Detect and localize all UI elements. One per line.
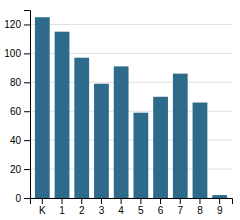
grid xyxy=(30,24,232,198)
bar xyxy=(173,74,188,198)
chart: 0 20 40 60 80 100 120 K 1 2 3 4 5 6 7 8 9 xyxy=(0,0,240,220)
x-tick-mark xyxy=(101,198,102,204)
y-tick-mark xyxy=(24,140,30,141)
x-tick-label: K xyxy=(39,205,46,216)
x-tick-label: 8 xyxy=(197,205,203,216)
y-tick: 120 xyxy=(4,19,30,30)
y-tick-mark xyxy=(24,111,30,112)
bar xyxy=(74,58,89,198)
y-tick: 60 xyxy=(10,106,30,117)
y-axis: 0 20 40 60 80 100 120 xyxy=(4,11,30,204)
x-tick-label: 6 xyxy=(158,205,164,216)
y-tick-mark xyxy=(24,169,30,170)
bar xyxy=(55,32,70,198)
x-tick-mark xyxy=(199,198,200,204)
y-tick: 40 xyxy=(10,135,30,146)
x-tick: 2 xyxy=(79,198,85,216)
x-tick: 1 xyxy=(59,198,65,216)
bars xyxy=(35,17,227,198)
y-tick-label: 100 xyxy=(4,48,21,59)
x-tick: 8 xyxy=(197,198,203,216)
x-tick-mark xyxy=(121,198,122,204)
bar xyxy=(212,195,227,198)
x-tick-label: 4 xyxy=(118,205,124,216)
y-tick-label: 120 xyxy=(4,19,21,30)
y-tick: 100 xyxy=(4,48,30,59)
bar xyxy=(94,84,109,198)
x-tick: 5 xyxy=(138,198,144,216)
bar xyxy=(35,17,50,198)
bar xyxy=(114,66,129,198)
x-tick-label: 2 xyxy=(79,205,85,216)
x-tick-mark xyxy=(180,198,181,204)
plot: 0 20 40 60 80 100 120 K 1 2 3 4 5 6 7 8 9 xyxy=(4,11,232,217)
x-tick-mark xyxy=(160,198,161,204)
y-tick-label: 0 xyxy=(15,193,21,204)
bar xyxy=(153,97,168,198)
x-tick-mark xyxy=(140,198,141,204)
x-tick-label: 1 xyxy=(59,205,65,216)
y-tick-label: 80 xyxy=(10,77,22,88)
x-axis-line xyxy=(31,199,233,205)
y-tick-mark xyxy=(24,24,30,25)
x-tick-label: 7 xyxy=(177,205,183,216)
x-tick-label: 5 xyxy=(138,205,144,216)
bar xyxy=(193,103,208,198)
y-tick-mark xyxy=(24,53,30,54)
x-tick: K xyxy=(39,198,46,216)
bar xyxy=(133,113,148,198)
y-tick-label: 60 xyxy=(10,106,22,117)
x-tick: 7 xyxy=(177,198,183,216)
x-tick: 9 xyxy=(217,198,223,216)
grid-line xyxy=(30,24,232,25)
x-tick-mark xyxy=(62,198,63,204)
y-tick-label: 20 xyxy=(10,164,22,175)
x-tick-mark xyxy=(42,198,43,204)
x-tick: 3 xyxy=(99,198,105,216)
x-axis: K 1 2 3 4 5 6 7 8 9 xyxy=(31,198,233,216)
x-tick: 4 xyxy=(118,198,124,216)
y-tick: 0 xyxy=(15,193,30,204)
y-tick-label: 40 xyxy=(10,135,22,146)
y-tick-mark xyxy=(24,82,30,83)
x-tick-mark xyxy=(219,198,220,204)
y-axis-line xyxy=(24,11,31,199)
y-tick: 20 xyxy=(10,164,30,175)
x-tick-label: 3 xyxy=(99,205,105,216)
x-tick-label: 9 xyxy=(217,205,223,216)
y-tick-mark xyxy=(24,198,30,199)
x-tick-mark xyxy=(81,198,82,204)
y-tick: 80 xyxy=(10,77,30,88)
x-tick: 6 xyxy=(158,198,164,216)
